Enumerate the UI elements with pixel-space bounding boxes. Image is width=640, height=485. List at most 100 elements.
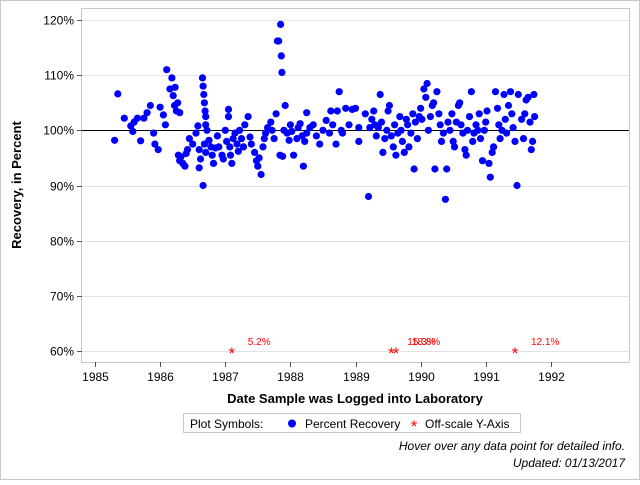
data-point[interactable] xyxy=(524,93,532,101)
data-point[interactable] xyxy=(424,126,432,134)
data-point[interactable] xyxy=(171,83,179,91)
data-point[interactable] xyxy=(469,137,477,145)
data-point[interactable] xyxy=(518,115,526,123)
data-point[interactable] xyxy=(506,88,515,96)
data-point[interactable] xyxy=(195,164,203,172)
data-point[interactable] xyxy=(156,103,164,111)
data-point[interactable] xyxy=(268,126,276,134)
data-point[interactable] xyxy=(181,162,189,170)
data-point[interactable] xyxy=(233,140,241,148)
data-point[interactable] xyxy=(202,113,210,121)
data-point[interactable] xyxy=(177,153,185,161)
data-point[interactable] xyxy=(476,135,485,143)
data-point[interactable] xyxy=(185,135,193,143)
data-point[interactable] xyxy=(335,88,343,96)
data-point[interactable] xyxy=(501,115,509,123)
data-point[interactable] xyxy=(495,121,503,129)
data-point[interactable] xyxy=(325,129,334,137)
data-point[interactable] xyxy=(396,113,404,121)
data-point[interactable] xyxy=(433,88,441,96)
data-point[interactable] xyxy=(463,126,472,134)
data-point[interactable] xyxy=(437,137,446,145)
data-point[interactable] xyxy=(275,37,283,45)
data-point[interactable] xyxy=(286,121,294,129)
data-point[interactable] xyxy=(355,137,363,145)
data-point[interactable] xyxy=(377,118,386,126)
data-point[interactable] xyxy=(215,143,223,151)
data-point[interactable] xyxy=(504,101,513,110)
data-point[interactable] xyxy=(383,126,391,134)
data-point[interactable] xyxy=(224,113,233,121)
data-point[interactable] xyxy=(351,104,360,112)
data-point[interactable] xyxy=(159,111,167,119)
data-point[interactable] xyxy=(384,107,392,115)
data-point[interactable] xyxy=(244,113,252,121)
data-point[interactable] xyxy=(247,140,255,148)
data-point[interactable] xyxy=(219,155,227,163)
data-point[interactable] xyxy=(236,126,244,134)
data-point[interactable] xyxy=(202,148,210,156)
data-point[interactable] xyxy=(278,68,286,76)
data-point[interactable] xyxy=(285,136,293,144)
data-point[interactable] xyxy=(361,110,369,118)
data-point[interactable] xyxy=(209,159,218,167)
data-point[interactable] xyxy=(345,121,353,129)
data-point[interactable] xyxy=(200,90,208,99)
data-point[interactable] xyxy=(194,122,202,130)
data-point[interactable] xyxy=(129,127,137,135)
data-point[interactable] xyxy=(448,110,456,118)
data-point[interactable] xyxy=(491,88,500,96)
data-point[interactable] xyxy=(449,137,457,145)
data-point[interactable] xyxy=(355,124,363,132)
data-point[interactable] xyxy=(272,110,280,118)
data-point[interactable] xyxy=(327,107,335,115)
data-point[interactable] xyxy=(296,120,304,128)
data-point[interactable] xyxy=(461,146,469,154)
data-point[interactable] xyxy=(205,136,213,144)
data-point[interactable] xyxy=(467,88,475,96)
data-point[interactable] xyxy=(370,107,378,115)
data-point[interactable] xyxy=(277,20,285,28)
data-point[interactable] xyxy=(201,107,209,115)
data-point[interactable] xyxy=(221,126,229,134)
data-point[interactable] xyxy=(374,124,382,132)
data-point[interactable] xyxy=(513,181,521,190)
data-point[interactable] xyxy=(168,74,176,82)
data-point[interactable] xyxy=(436,121,444,129)
data-point[interactable] xyxy=(444,118,452,126)
data-point[interactable] xyxy=(519,135,528,143)
data-point[interactable] xyxy=(368,115,376,123)
data-point[interactable] xyxy=(322,116,330,124)
data-point[interactable] xyxy=(226,151,235,159)
offscale-markers[interactable]: * 5.2% * 15.3% * 18.8% * 12.1% xyxy=(228,337,559,363)
data-point[interactable] xyxy=(234,147,242,155)
data-point[interactable] xyxy=(133,114,141,122)
data-point[interactable] xyxy=(223,137,231,145)
data-point[interactable] xyxy=(372,132,380,140)
data-point[interactable] xyxy=(143,109,151,117)
data-point[interactable] xyxy=(137,137,145,145)
data-point[interactable] xyxy=(319,126,327,134)
data-point[interactable] xyxy=(511,137,519,145)
data-point[interactable] xyxy=(364,192,373,201)
offscale-marker[interactable]: * xyxy=(512,344,519,363)
data-point[interactable] xyxy=(246,133,254,141)
data-point[interactable] xyxy=(420,85,428,93)
data-point[interactable] xyxy=(410,165,418,173)
data-point[interactable] xyxy=(226,143,234,151)
data-point[interactable] xyxy=(224,105,233,113)
data-point[interactable] xyxy=(114,90,122,98)
data-point[interactable] xyxy=(456,99,464,107)
data-point[interactable] xyxy=(161,121,169,129)
data-point[interactable] xyxy=(500,90,508,99)
data-point[interactable] xyxy=(176,109,184,117)
data-point[interactable] xyxy=(407,129,415,137)
data-point[interactable] xyxy=(169,92,177,100)
data-point[interactable] xyxy=(267,118,275,126)
data-point[interactable] xyxy=(192,129,200,137)
data-point[interactable] xyxy=(431,165,439,173)
data-point[interactable] xyxy=(405,143,413,151)
data-point[interactable] xyxy=(465,113,474,121)
data-point[interactable] xyxy=(203,126,211,134)
data-point[interactable] xyxy=(379,148,387,156)
